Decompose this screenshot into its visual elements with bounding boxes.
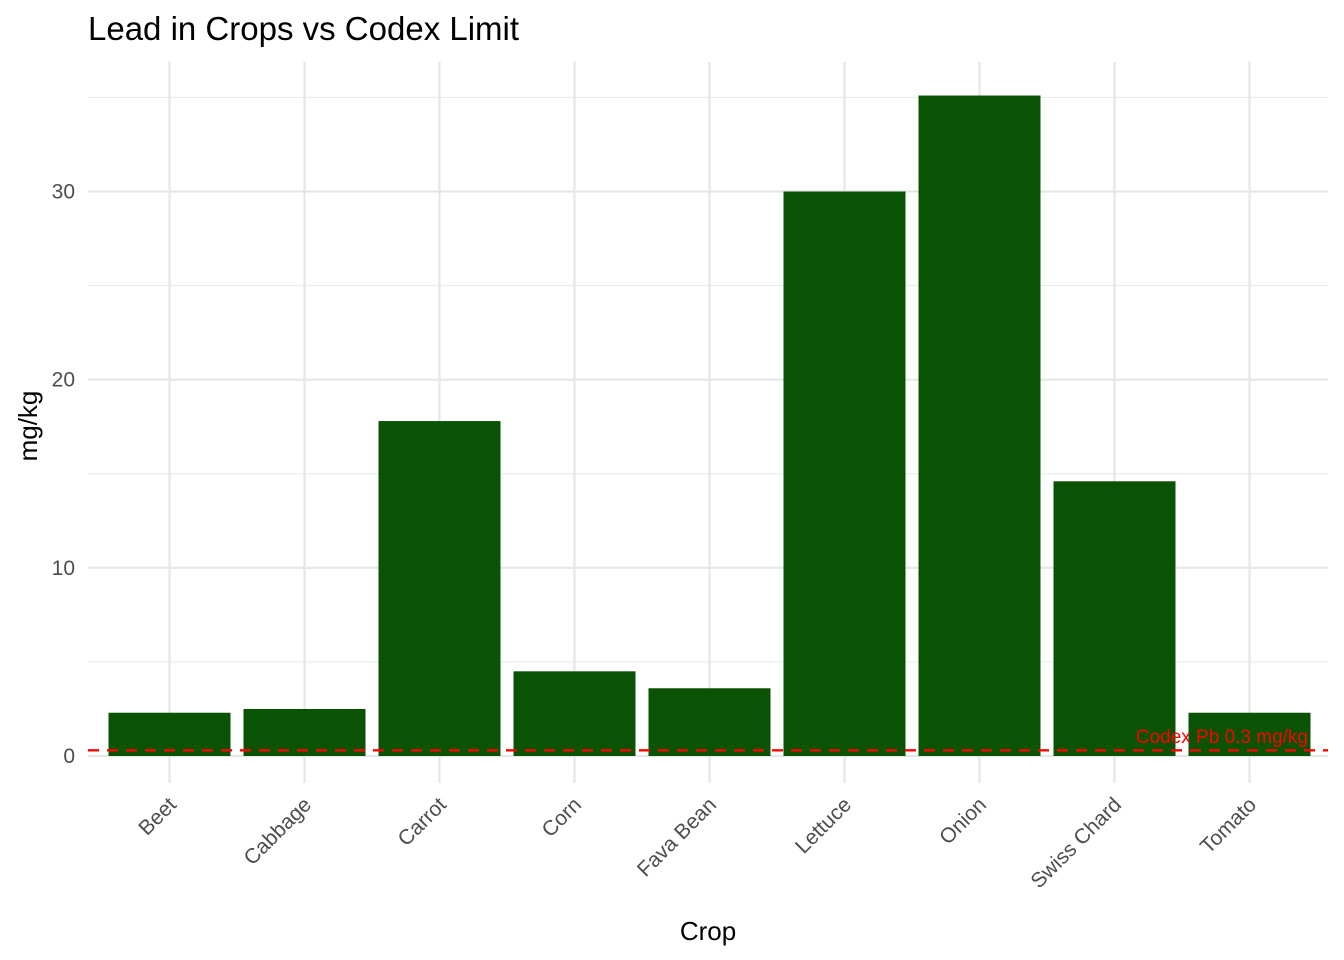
reference-line-group: Codex Pb 0.3 mg/kg [88, 727, 1328, 752]
x-tick-labels: Beet Cabbage Carrot Corn Fava Bean Lettuce Oni… [134, 793, 1261, 893]
x-tick-label: Swiss Chard [1026, 793, 1126, 893]
chart-title: Lead in Crops vs Codex Limit [88, 10, 519, 47]
bar-carrot [378, 421, 501, 756]
x-axis-title: Crop [680, 916, 736, 946]
y-tick-label: 30 [52, 181, 75, 204]
bar-onion [918, 95, 1041, 756]
bar-fava-bean [648, 688, 771, 756]
x-tick-label: Beet [134, 793, 181, 840]
x-tick-label: Lettuce [791, 793, 856, 858]
y-tick-label: 20 [52, 369, 75, 392]
y-tick-labels: 0 10 20 30 [52, 181, 75, 769]
bar-cabbage [243, 708, 366, 756]
bar-swiss-chard [1053, 481, 1176, 756]
codex-reference-label: Codex Pb 0.3 mg/kg [1136, 727, 1308, 748]
x-tick-label: Tomato [1196, 793, 1261, 858]
bar-lettuce [783, 191, 906, 756]
x-tick-label: Onion [935, 793, 991, 849]
x-tick-label: Cabbage [239, 793, 316, 870]
x-tick-label: Carrot [394, 793, 452, 851]
bars [108, 95, 1311, 756]
x-tick-label: Corn [538, 793, 586, 841]
y-axis-title: mg/kg [13, 391, 43, 462]
bar-corn [513, 671, 636, 756]
y-tick-label: 0 [63, 745, 75, 768]
bar-tomato [1188, 712, 1311, 756]
x-tick-label: Fava Bean [633, 793, 721, 881]
bar-beet [108, 712, 231, 756]
y-tick-label: 10 [52, 557, 75, 580]
